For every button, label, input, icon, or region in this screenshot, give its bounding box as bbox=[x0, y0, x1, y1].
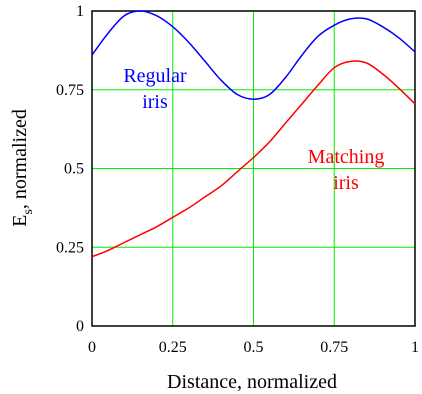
y-tick-labels: 0 0.25 0.5 0.75 1 bbox=[56, 3, 84, 335]
grid-lines bbox=[91, 10, 416, 327]
y-tick-label: 0.5 bbox=[64, 161, 84, 178]
annotation-line: iris bbox=[333, 172, 359, 194]
annotation-line: iris bbox=[142, 91, 168, 113]
plot-frame bbox=[91, 10, 416, 327]
y-tick-label: 0.75 bbox=[56, 82, 84, 99]
y-tick-label: 0.25 bbox=[56, 239, 84, 256]
annotation-line: Regular bbox=[123, 65, 187, 87]
x-tick-label: 0.5 bbox=[244, 339, 264, 356]
series-line-regular bbox=[91, 10, 416, 100]
annotation-line: Matching bbox=[308, 146, 385, 168]
y-axis-title-symbol: E bbox=[9, 215, 31, 227]
x-tick-label: 1 bbox=[411, 339, 419, 356]
y-axis-title: Es, normalized bbox=[9, 109, 36, 227]
series-group bbox=[91, 10, 416, 258]
y-axis-title-subscript: s bbox=[21, 209, 36, 214]
y-tick-label: 0 bbox=[76, 318, 84, 335]
x-tick-label: 0.75 bbox=[320, 339, 348, 356]
y-axis-title-rest: , normalized bbox=[9, 109, 31, 209]
annotation-regular-iris: Regular iris bbox=[123, 65, 187, 113]
x-tick-labels: 0 0.25 0.5 0.75 1 bbox=[88, 339, 419, 356]
x-tick-label: 0 bbox=[88, 339, 96, 356]
x-tick-label: 0.25 bbox=[159, 339, 187, 356]
annotation-matching-iris: Matching iris bbox=[308, 146, 385, 194]
y-tick-label: 1 bbox=[76, 3, 84, 20]
series-line-matching bbox=[91, 60, 416, 258]
x-axis-title: Distance, normalized bbox=[167, 371, 337, 393]
